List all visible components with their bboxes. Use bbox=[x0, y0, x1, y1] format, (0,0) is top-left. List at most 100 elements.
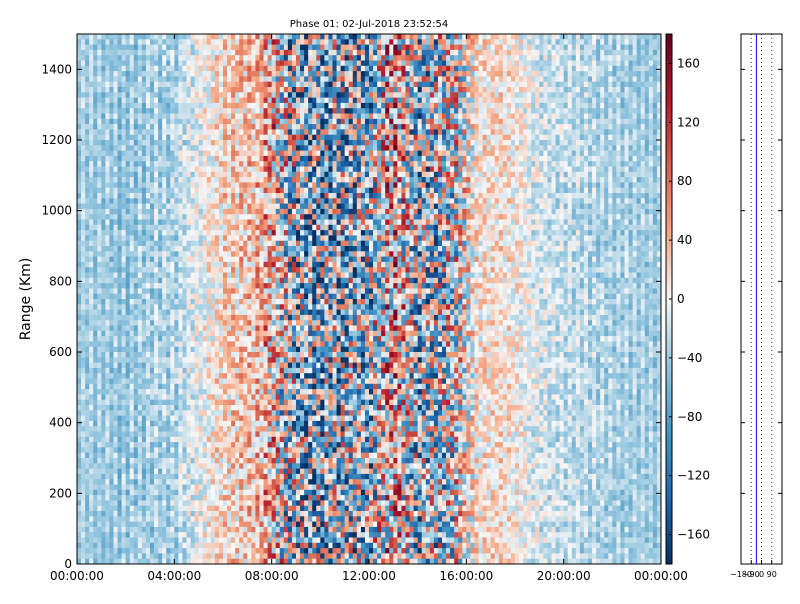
heatmap-cell bbox=[210, 458, 216, 464]
heatmap-cell bbox=[137, 383, 143, 390]
heatmap-cell bbox=[271, 447, 277, 454]
heatmap-cell bbox=[218, 129, 224, 136]
heatmap-cell bbox=[210, 177, 216, 183]
heatmap-cell bbox=[77, 420, 82, 427]
heatmap-cell bbox=[182, 383, 187, 390]
heatmap-cell bbox=[97, 76, 102, 83]
heatmap-cell bbox=[271, 336, 277, 342]
heatmap-cell bbox=[227, 447, 232, 454]
heatmap-cell bbox=[239, 34, 244, 40]
heatmap-cell bbox=[218, 161, 224, 167]
heatmap-cell bbox=[105, 177, 110, 183]
heatmap-cell bbox=[89, 505, 94, 512]
heatmap-cell bbox=[182, 367, 187, 374]
heatmap-cell bbox=[194, 108, 200, 114]
heatmap-cell bbox=[275, 113, 281, 120]
heatmap-cell bbox=[93, 97, 98, 104]
heatmap-cell bbox=[271, 479, 277, 485]
heatmap-cell bbox=[263, 458, 269, 464]
heatmap-cell bbox=[174, 87, 179, 93]
heatmap-cell bbox=[235, 261, 240, 268]
heatmap-cell bbox=[109, 542, 114, 549]
heatmap-cell bbox=[251, 526, 256, 533]
heatmap-cell bbox=[247, 87, 252, 93]
heatmap-cell bbox=[182, 299, 187, 305]
heatmap-cell bbox=[113, 442, 118, 448]
heatmap-cell bbox=[243, 511, 248, 517]
heatmap-cell bbox=[170, 49, 175, 56]
heatmap-cell bbox=[166, 224, 171, 231]
heatmap-cell bbox=[137, 55, 143, 61]
heatmap-cell bbox=[97, 399, 102, 406]
heatmap-cell bbox=[105, 44, 110, 51]
heatmap-cell bbox=[174, 394, 179, 401]
heatmap-cell bbox=[182, 314, 187, 321]
heatmap-cell bbox=[259, 49, 264, 56]
heatmap-cell bbox=[154, 330, 159, 337]
heatmap-cell bbox=[263, 553, 269, 560]
heatmap-cell bbox=[93, 452, 98, 459]
heatmap-cell bbox=[178, 272, 183, 279]
heatmap-cell bbox=[198, 150, 204, 157]
heatmap-cell bbox=[141, 495, 147, 501]
heatmap-cell bbox=[190, 330, 196, 337]
heatmap-cell bbox=[93, 65, 98, 72]
heatmap-cell bbox=[186, 447, 191, 454]
heatmap-cell bbox=[202, 161, 208, 167]
heatmap-cell bbox=[141, 230, 147, 236]
heatmap-cell bbox=[133, 134, 139, 141]
heatmap-cell bbox=[101, 389, 106, 395]
heatmap-cell bbox=[150, 362, 155, 369]
heatmap-cell bbox=[202, 420, 208, 427]
heatmap-cell bbox=[243, 224, 248, 231]
heatmap-cell bbox=[227, 553, 232, 560]
heatmap-cell bbox=[182, 214, 187, 220]
heatmap-cell bbox=[170, 272, 175, 279]
heatmap-cell bbox=[178, 277, 183, 284]
heatmap-cell bbox=[223, 261, 228, 268]
heatmap-cell bbox=[190, 489, 196, 496]
heatmap-cell bbox=[239, 39, 244, 45]
heatmap-cell bbox=[158, 219, 163, 226]
heatmap-cell bbox=[231, 34, 236, 40]
heatmap-cell bbox=[85, 293, 90, 300]
heatmap-cell bbox=[170, 267, 175, 273]
heatmap-cell bbox=[162, 325, 167, 332]
heatmap-cell bbox=[231, 134, 236, 141]
heatmap-cell bbox=[166, 420, 171, 427]
heatmap-cell bbox=[178, 299, 183, 305]
heatmap-cell bbox=[133, 193, 139, 199]
heatmap-cell bbox=[145, 521, 151, 528]
heatmap-cell bbox=[170, 346, 175, 353]
heatmap-cell bbox=[158, 177, 163, 183]
heatmap-cell bbox=[158, 108, 163, 114]
heatmap-cell bbox=[210, 309, 216, 316]
heatmap-cell bbox=[109, 251, 114, 257]
heatmap-cell bbox=[117, 140, 123, 146]
heatmap-cell bbox=[133, 548, 139, 554]
chart-title: Phase 01: 02-Jul-2018 23:52:54 bbox=[290, 19, 448, 30]
heatmap-cell bbox=[186, 177, 191, 183]
heatmap-cell bbox=[227, 352, 232, 358]
heatmap-cell bbox=[227, 182, 232, 189]
heatmap-cell bbox=[214, 155, 220, 162]
heatmap-cell bbox=[101, 336, 106, 342]
heatmap-cell bbox=[259, 526, 264, 533]
heatmap-cell bbox=[117, 484, 123, 491]
heatmap-cell bbox=[259, 272, 264, 279]
heatmap-cell bbox=[231, 124, 236, 130]
heatmap-cell bbox=[109, 261, 114, 268]
heatmap-cell bbox=[263, 537, 269, 544]
heatmap-cell bbox=[129, 330, 135, 337]
heatmap-cell bbox=[101, 489, 106, 496]
heatmap-cell bbox=[125, 463, 131, 469]
heatmap-cell bbox=[206, 452, 212, 459]
heatmap-cell bbox=[186, 548, 191, 554]
heatmap-cell bbox=[85, 542, 90, 549]
heatmap-cell bbox=[174, 219, 179, 226]
heatmap-cell bbox=[267, 304, 273, 310]
heatmap-cell bbox=[259, 251, 264, 257]
heatmap-cell bbox=[235, 102, 240, 109]
heatmap-cell bbox=[259, 357, 264, 363]
heatmap-cell bbox=[77, 500, 82, 507]
